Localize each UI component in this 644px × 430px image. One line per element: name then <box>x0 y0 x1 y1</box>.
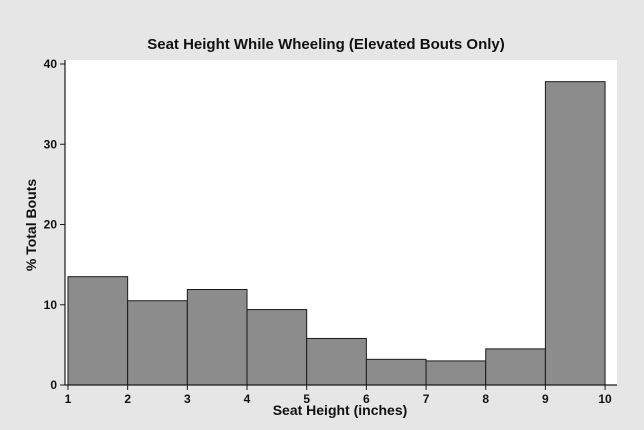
x-tick-label: 7 <box>423 392 430 406</box>
bars-group <box>67 81 606 386</box>
histogram-bar <box>485 348 546 386</box>
histogram-bar <box>365 358 427 386</box>
histogram-bar <box>425 360 487 386</box>
x-tick-label: 8 <box>482 392 489 406</box>
y-axis-label: % Total Bouts <box>23 179 39 272</box>
x-tick-label: 9 <box>542 392 549 406</box>
histogram-bar <box>186 289 248 386</box>
y-tick-label: 10 <box>44 298 58 312</box>
y-tick-label: 0 <box>50 378 57 392</box>
x-tick-label: 3 <box>184 392 191 406</box>
histogram-bar <box>246 309 308 386</box>
histogram-bar <box>544 81 606 386</box>
y-tick-label: 30 <box>44 137 58 151</box>
histogram-bar <box>306 337 367 386</box>
y-tick-label: 20 <box>44 218 58 232</box>
chart-title: Seat Height While Wheeling (Elevated Bou… <box>147 36 505 53</box>
histogram-bar <box>127 300 188 386</box>
histogram-bar <box>67 276 129 386</box>
x-tick-label: 10 <box>598 392 612 406</box>
x-tick-label: 4 <box>244 392 251 406</box>
y-tick-label: 40 <box>44 57 58 71</box>
x-tick-label: 1 <box>65 392 72 406</box>
axes-group: 0 10 20 30 40 1 2 3 4 5 6 7 8 9 10 <box>44 57 617 406</box>
x-tick-label: 5 <box>303 392 310 406</box>
x-tick-label: 2 <box>124 392 131 406</box>
x-tick-label: 6 <box>363 392 370 406</box>
x-axis-label: Seat Height (inches) <box>273 402 408 418</box>
